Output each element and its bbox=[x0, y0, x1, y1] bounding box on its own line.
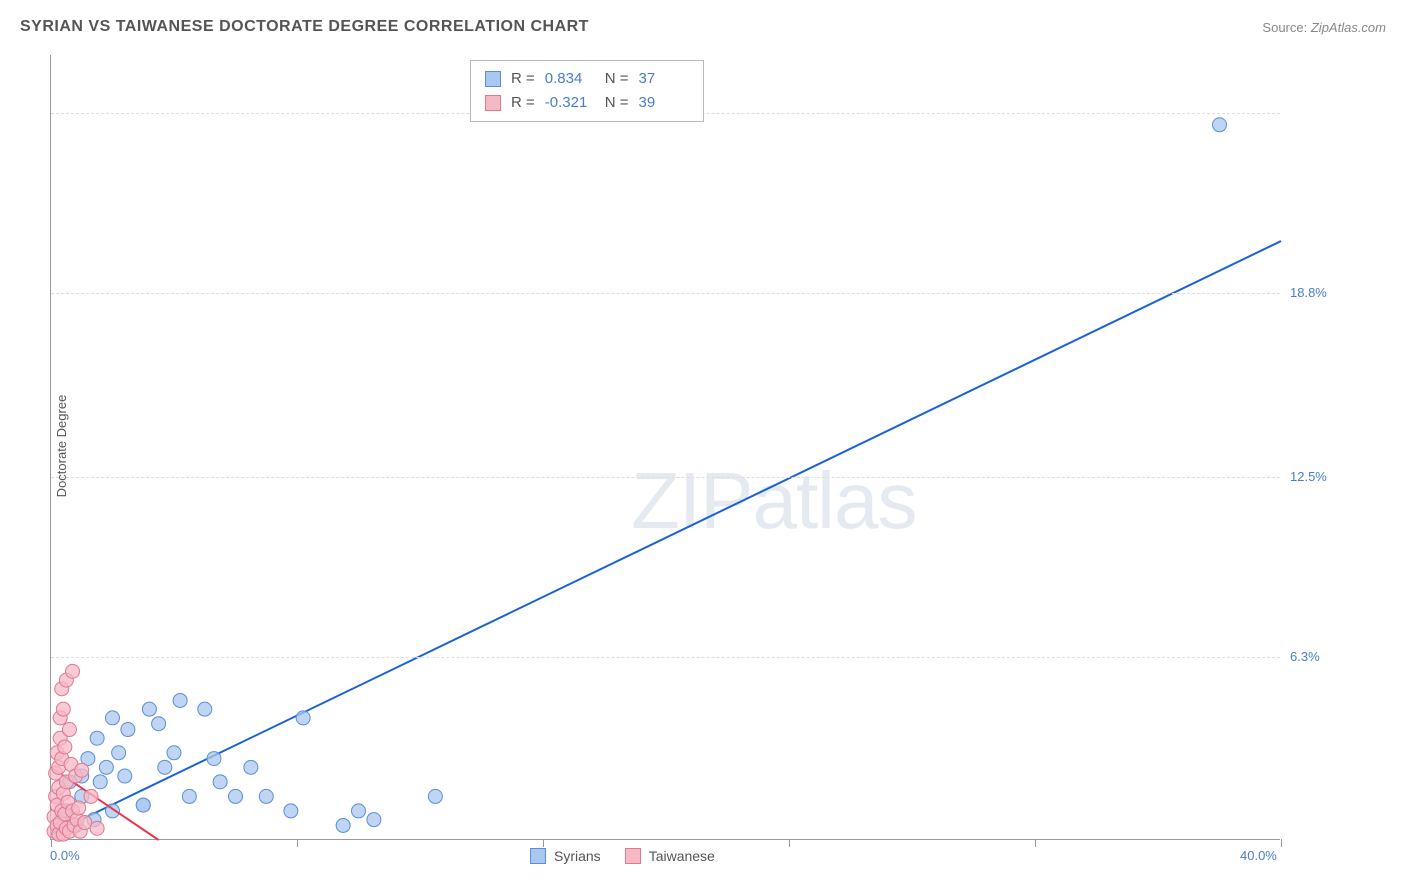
data-point bbox=[84, 789, 98, 803]
data-point bbox=[75, 763, 89, 777]
series-swatch bbox=[485, 71, 501, 87]
legend-item: Syrians bbox=[530, 848, 601, 864]
y-tick-label: 12.5% bbox=[1290, 469, 1327, 484]
n-label: N = bbox=[605, 91, 629, 115]
y-tick-label: 18.8% bbox=[1290, 285, 1327, 300]
scatter-svg bbox=[51, 55, 1280, 839]
stats-legend-box: R = 0.834 N = 37 R = -0.321 N = 39 bbox=[470, 60, 704, 122]
data-point bbox=[72, 801, 86, 815]
legend-item: Taiwanese bbox=[625, 848, 715, 864]
data-point bbox=[118, 769, 132, 783]
source-label: Source: bbox=[1262, 20, 1307, 35]
data-point bbox=[284, 804, 298, 818]
x-tick bbox=[51, 839, 52, 847]
chart-plot-area: ZIPatlas bbox=[50, 55, 1280, 840]
data-point bbox=[207, 752, 221, 766]
r-value: -0.321 bbox=[545, 91, 595, 115]
data-point bbox=[352, 804, 366, 818]
data-point bbox=[198, 702, 212, 716]
r-label: R = bbox=[511, 91, 535, 115]
data-point bbox=[56, 702, 70, 716]
data-point bbox=[229, 789, 243, 803]
data-point bbox=[213, 775, 227, 789]
data-point bbox=[158, 760, 172, 774]
r-label: R = bbox=[511, 67, 535, 91]
data-point bbox=[1213, 118, 1227, 132]
x-tick bbox=[297, 839, 298, 847]
data-point bbox=[336, 818, 350, 832]
stats-row: R = 0.834 N = 37 bbox=[485, 67, 689, 91]
series-swatch bbox=[485, 95, 501, 111]
x-tick-label: 0.0% bbox=[50, 848, 80, 863]
data-point bbox=[66, 664, 80, 678]
data-point bbox=[259, 789, 273, 803]
chart-header: SYRIAN VS TAIWANESE DOCTORATE DEGREE COR… bbox=[20, 18, 1386, 36]
trend-line bbox=[51, 241, 1281, 834]
data-point bbox=[106, 711, 120, 725]
data-point bbox=[93, 775, 107, 789]
data-point bbox=[58, 740, 72, 754]
data-point bbox=[367, 813, 381, 827]
x-tick bbox=[789, 839, 790, 847]
stats-row: R = -0.321 N = 39 bbox=[485, 91, 689, 115]
data-point bbox=[136, 798, 150, 812]
data-point bbox=[90, 731, 104, 745]
x-tick bbox=[543, 839, 544, 847]
n-value: 39 bbox=[639, 91, 689, 115]
legend-label: Taiwanese bbox=[649, 848, 715, 864]
data-point bbox=[167, 746, 181, 760]
gridline bbox=[51, 293, 1280, 294]
r-value: 0.834 bbox=[545, 67, 595, 91]
n-value: 37 bbox=[639, 67, 689, 91]
data-point bbox=[121, 723, 135, 737]
x-tick bbox=[1281, 839, 1282, 847]
data-point bbox=[296, 711, 310, 725]
legend-swatch bbox=[530, 848, 546, 864]
chart-title: SYRIAN VS TAIWANESE DOCTORATE DEGREE COR… bbox=[20, 18, 589, 36]
gridline bbox=[51, 477, 1280, 478]
data-point bbox=[182, 789, 196, 803]
data-point bbox=[90, 821, 104, 835]
data-point bbox=[62, 723, 76, 737]
n-label: N = bbox=[605, 67, 629, 91]
legend-label: Syrians bbox=[554, 848, 601, 864]
source-credit: Source: ZipAtlas.com bbox=[1262, 20, 1386, 35]
data-point bbox=[173, 693, 187, 707]
data-point bbox=[244, 760, 258, 774]
gridline bbox=[51, 657, 1280, 658]
y-tick-label: 6.3% bbox=[1290, 649, 1320, 664]
data-point bbox=[99, 760, 113, 774]
x-tick-label: 40.0% bbox=[1240, 848, 1277, 863]
data-point bbox=[152, 717, 166, 731]
bottom-legend: Syrians Taiwanese bbox=[530, 848, 715, 864]
source-name: ZipAtlas.com bbox=[1311, 20, 1386, 35]
data-point bbox=[428, 789, 442, 803]
x-tick bbox=[1035, 839, 1036, 847]
legend-swatch bbox=[625, 848, 641, 864]
data-point bbox=[112, 746, 126, 760]
data-point bbox=[142, 702, 156, 716]
